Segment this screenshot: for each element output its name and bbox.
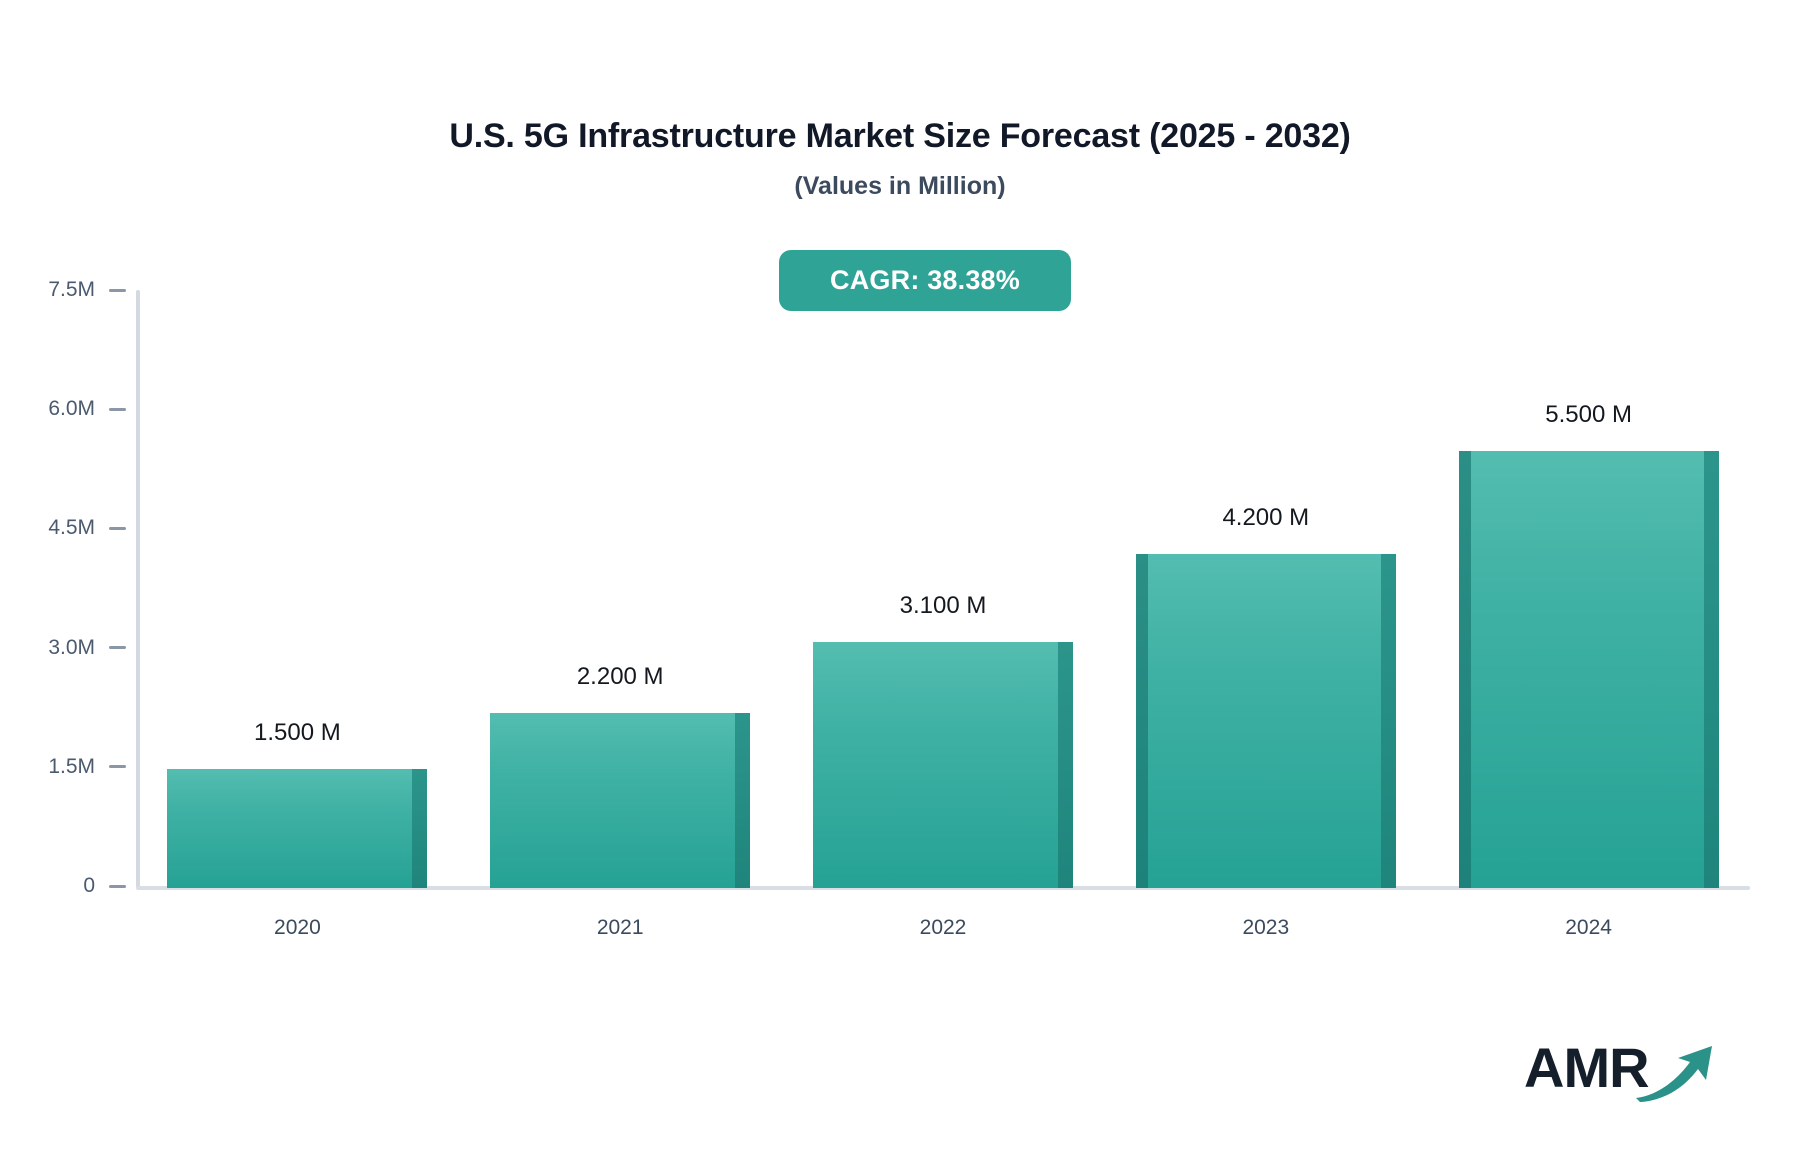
bar[interactable]: [490, 713, 751, 888]
y-axis-tick: 0: [0, 874, 136, 897]
y-axis-tick: 1.5M: [0, 754, 136, 778]
x-axis-label: 2023: [1242, 916, 1290, 939]
x-axis-line: [136, 886, 1750, 890]
y-axis-tick: 3.0M: [0, 635, 136, 659]
y-axis-tick: 4.5M: [0, 516, 136, 540]
amr-logo: AMR: [1524, 1040, 1714, 1108]
bar-value-label: 2.200 M: [576, 663, 664, 691]
bar-face: [167, 768, 428, 888]
bar-value-label: 5.500 M: [1545, 400, 1632, 428]
bar-side-face: [412, 768, 428, 888]
bar[interactable]: [167, 768, 428, 888]
bar-left-face: [1458, 450, 1471, 888]
bar-value-label: 3.100 M: [899, 591, 987, 619]
bar-value-label: 1.500 M: [254, 718, 341, 746]
bars-layer: [136, 290, 1750, 888]
y-axis-line: [136, 290, 140, 888]
y-axis-tick-label: 4.5M: [48, 516, 95, 540]
y-axis-tick-label: 7.5M: [48, 278, 95, 301]
growth-arrow-icon: [1636, 1046, 1712, 1102]
bar-side-face: [735, 713, 751, 888]
cagr-badge: CAGR: 38.38%: [779, 250, 1071, 311]
bar-side-face: [1703, 450, 1719, 888]
bar-side-face: [1380, 554, 1396, 888]
bar-face: [1458, 450, 1719, 888]
y-axis-tick-mark: [109, 646, 126, 650]
bar-face: [813, 641, 1073, 888]
y-axis-tick-mark: [109, 884, 126, 888]
y-axis-tick-label: 3.0M: [48, 635, 95, 659]
bar[interactable]: [813, 641, 1073, 888]
y-axis-tick-mark: [109, 288, 126, 292]
y-axis-tick-label: 0: [83, 874, 95, 897]
bar-side-face: [1058, 641, 1073, 888]
x-axis-label: 2020: [274, 916, 321, 939]
x-axis-label: 2022: [919, 916, 967, 939]
bar-left-face: [1135, 554, 1148, 888]
y-axis-tick-mark: [109, 407, 126, 411]
page-title: U.S. 5G Infrastructure Market Size Forec…: [449, 117, 1351, 155]
x-axis-label: 2024: [1565, 916, 1612, 939]
bar-face: [1135, 554, 1396, 888]
bar-face: [490, 713, 751, 888]
y-axis-tick-label: 6.0M: [48, 397, 95, 421]
chart-subtitle: (Values in Million): [794, 172, 1006, 200]
y-axis-tick-label: 1.5M: [48, 754, 95, 778]
bar[interactable]: [1458, 450, 1719, 888]
amr-logo-text: AMR: [1524, 1036, 1650, 1099]
y-axis-tick-mark: [109, 765, 126, 769]
y-axis-tick-mark: [109, 526, 126, 530]
bar[interactable]: [1135, 554, 1396, 888]
x-axis-label: 2021: [596, 916, 644, 939]
cagr-badge-label: CAGR: 38.38%: [830, 265, 1020, 295]
y-axis-tick: 6.0M: [0, 397, 136, 421]
y-axis-tick: 7.5M: [0, 278, 136, 301]
bar-value-label: 4.200 M: [1222, 504, 1310, 532]
